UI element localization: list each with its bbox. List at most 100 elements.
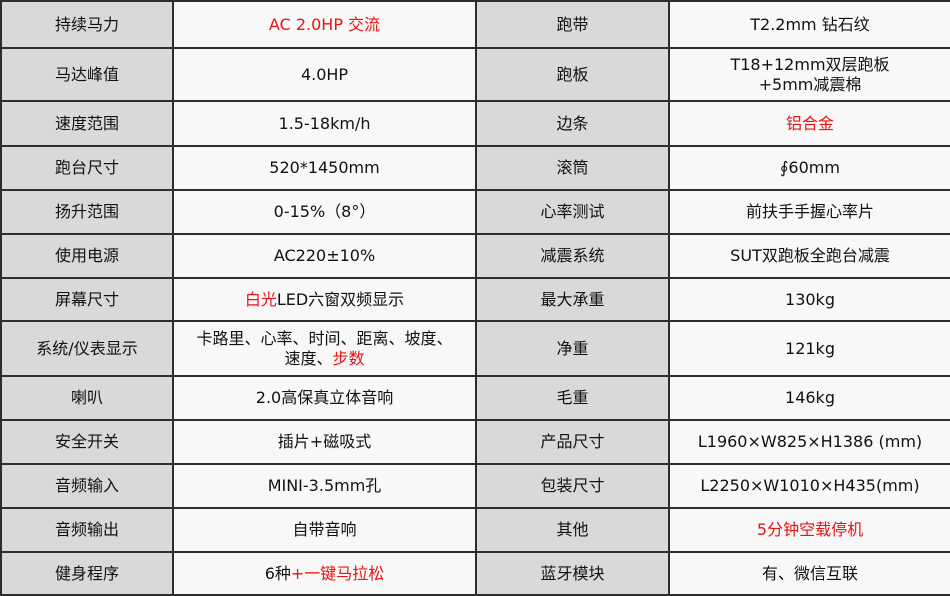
cell-text: 520*1450mm xyxy=(269,158,380,177)
spec-value: 白光LED六窗双频显示 xyxy=(172,277,477,322)
cell-text: 扬升范围 xyxy=(54,202,119,221)
spec-row: 持续马力 AC 2.0HP 交流 跑带 T2.2mm 钻石纹 xyxy=(0,0,950,49)
spec-label: 速度范围 xyxy=(0,100,174,147)
cell-text: L2250×W1010×H435(mm) xyxy=(700,476,920,495)
spec-label: 蓝牙模块 xyxy=(475,551,670,596)
spec-value: 520*1450mm xyxy=(172,145,477,191)
cell-text: LED六窗双频显示 xyxy=(276,289,405,309)
cell-text: 音频输入 xyxy=(54,476,119,495)
spec-row: 扬升范围 0-15%（8°） 心率测试 前扶手手握心率片 xyxy=(0,189,950,235)
spec-label: 其他 xyxy=(475,507,670,553)
cell-text: 音频输出 xyxy=(54,520,119,539)
spec-value: 有、微信互联 xyxy=(668,551,950,596)
spec-row: 屏幕尺寸 白光LED六窗双频显示 最大承重 130kg xyxy=(0,277,950,322)
cell-text: +5mm减震棉 xyxy=(758,74,862,94)
cell-text: 持续马力 xyxy=(54,14,119,34)
spec-label: 滚筒 xyxy=(475,145,670,191)
cell-text: 边条 xyxy=(556,113,589,133)
cell-text: ∮60mm xyxy=(780,158,840,177)
cell-text: 喇叭 xyxy=(70,388,103,407)
spec-value: AC 2.0HP 交流 xyxy=(172,0,477,49)
spec-value: ∮60mm xyxy=(668,145,950,191)
cell-text: 马达峰值 xyxy=(54,64,119,84)
spec-label: 产品尺寸 xyxy=(475,419,670,465)
cell-text: 产品尺寸 xyxy=(540,432,605,451)
spec-row: 音频输出 自带音响 其他 5分钟空载停机 xyxy=(0,507,950,553)
spec-value: AC220±10% xyxy=(172,233,477,279)
spec-label: 屏幕尺寸 xyxy=(0,277,174,322)
cell-text: 前扶手手握心率片 xyxy=(745,202,874,221)
spec-value: 130kg xyxy=(668,277,950,322)
spec-label: 系统/仪表显示 xyxy=(0,320,174,377)
spec-value: 146kg xyxy=(668,375,950,421)
spec-value: 0-15%（8°） xyxy=(172,189,477,235)
cell-text: AC220±10% xyxy=(273,246,376,265)
cell-text: 1.5-18km/h xyxy=(278,113,371,133)
spec-row: 马达峰值 4.0HP 跑板 T18+12mm双层跑板 +5mm减震棉 xyxy=(0,47,950,102)
spec-label: 持续马力 xyxy=(0,0,174,49)
cell-text: 减震系统 xyxy=(540,246,605,265)
spec-value: 自带音响 xyxy=(172,507,477,553)
spec-row: 系统/仪表显示 卡路里、心率、时间、距离、坡度、 速度、步数 净重 121kg xyxy=(0,320,950,377)
cell-text: 跑带 xyxy=(556,14,589,34)
cell-text: 屏幕尺寸 xyxy=(54,289,119,309)
cell-text: 插片+磁吸式 xyxy=(277,432,372,451)
spec-label: 心率测试 xyxy=(475,189,670,235)
spec-label: 音频输出 xyxy=(0,507,174,553)
cell-text: 5分钟空载停机 xyxy=(756,520,864,539)
spec-row: 喇叭 2.0高保真立体音响 毛重 146kg xyxy=(0,375,950,421)
cell-text: 铝合金 xyxy=(785,113,834,133)
cell-text: 蓝牙模块 xyxy=(540,563,605,583)
cell-text: 4.0HP xyxy=(300,64,349,84)
spec-label: 减震系统 xyxy=(475,233,670,279)
cell-text: 最大承重 xyxy=(540,289,605,309)
spec-label: 毛重 xyxy=(475,375,670,421)
spec-label: 跑带 xyxy=(475,0,670,49)
cell-text: 速度、 xyxy=(284,348,333,368)
cell-text: 步数 xyxy=(332,348,365,368)
spec-label: 净重 xyxy=(475,320,670,377)
cell-text: SUT双跑板全跑台减震 xyxy=(730,246,890,265)
cell-text: 6种 xyxy=(264,563,291,583)
cell-text: L1960×W825×H1386 (mm) xyxy=(697,432,923,451)
cell-text: 卡路里、心率、时间、距离、坡度、 xyxy=(196,328,453,348)
spec-value: SUT双跑板全跑台减震 xyxy=(668,233,950,279)
cell-text: 自带音响 xyxy=(292,520,357,539)
cell-text: 白光 xyxy=(244,289,277,309)
spec-value: 121kg xyxy=(668,320,950,377)
cell-text: 130kg xyxy=(785,289,835,309)
spec-value: 6种+一键马拉松 xyxy=(172,551,477,596)
spec-label: 包装尺寸 xyxy=(475,463,670,509)
cell-text: 0-15%（8°） xyxy=(273,202,376,221)
cell-text: +一键马拉松 xyxy=(290,563,385,583)
spec-value: 5分钟空载停机 xyxy=(668,507,950,553)
cell-text: 跑板 xyxy=(556,64,589,84)
cell-text: 2.0高保真立体音响 xyxy=(255,388,394,407)
spec-label: 跑板 xyxy=(475,47,670,102)
cell-text: AC 2.0HP 交流 xyxy=(268,14,381,34)
cell-text: 包装尺寸 xyxy=(540,476,605,495)
spec-value: T18+12mm双层跑板 +5mm减震棉 xyxy=(668,47,950,102)
spec-value: T2.2mm 钻石纹 xyxy=(668,0,950,49)
spec-value: 前扶手手握心率片 xyxy=(668,189,950,235)
spec-row: 安全开关 插片+磁吸式 产品尺寸 L1960×W825×H1386 (mm) xyxy=(0,419,950,465)
spec-row: 使用电源 AC220±10% 减震系统 SUT双跑板全跑台减震 xyxy=(0,233,950,279)
cell-text: T2.2mm 钻石纹 xyxy=(750,14,870,34)
spec-label: 最大承重 xyxy=(475,277,670,322)
spec-label: 音频输入 xyxy=(0,463,174,509)
spec-row: 健身程序 6种+一键马拉松 蓝牙模块 有、微信互联 xyxy=(0,551,950,596)
cell-text: 使用电源 xyxy=(54,246,119,265)
spec-value: 2.0高保真立体音响 xyxy=(172,375,477,421)
cell-text: 安全开关 xyxy=(54,432,119,451)
cell-text: 净重 xyxy=(556,338,589,358)
spec-value: 插片+磁吸式 xyxy=(172,419,477,465)
cell-text: MINI-3.5mm孔 xyxy=(267,476,382,495)
cell-text: 跑台尺寸 xyxy=(54,158,119,177)
spec-label: 马达峰值 xyxy=(0,47,174,102)
cell-text: 滚筒 xyxy=(556,158,589,177)
cell-text: 121kg xyxy=(785,338,835,358)
spec-label: 扬升范围 xyxy=(0,189,174,235)
spec-value: L2250×W1010×H435(mm) xyxy=(668,463,950,509)
